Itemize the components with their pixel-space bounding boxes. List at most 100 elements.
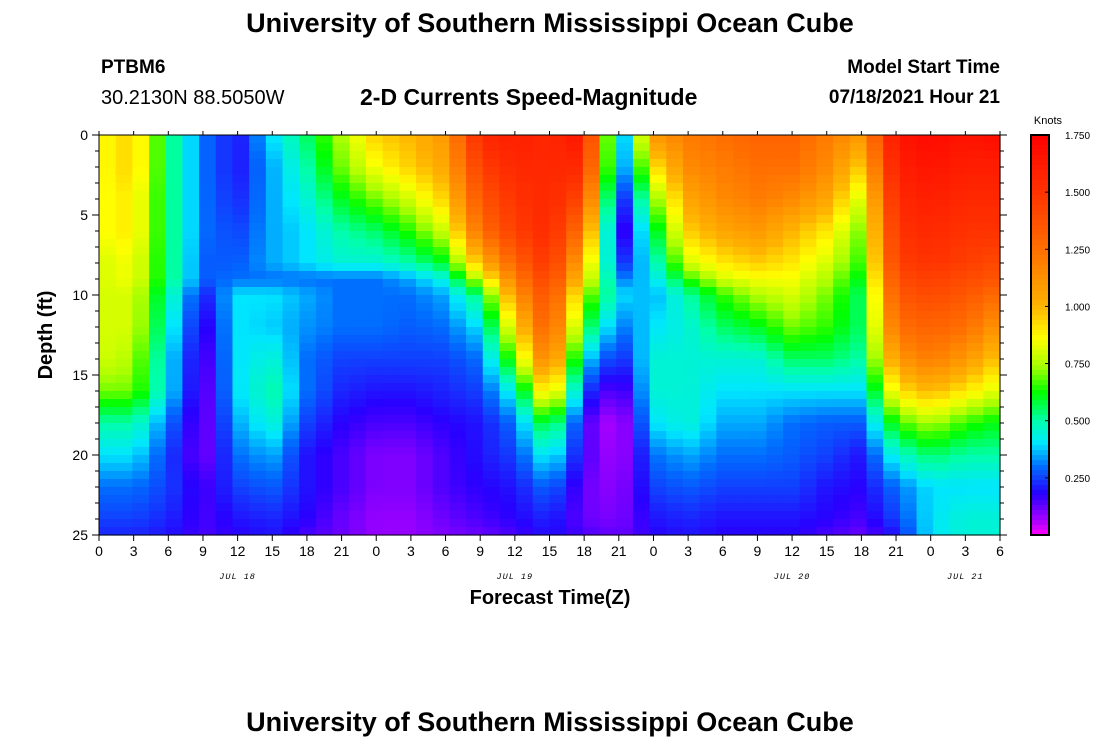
x-tick-label: 18 [299, 543, 315, 559]
heatmap-cell [349, 391, 367, 400]
heatmap-cell [616, 519, 634, 528]
x-date-label: JUL 20 [774, 572, 811, 582]
heatmap-cell [449, 327, 467, 336]
heatmap-cell [466, 135, 484, 144]
heatmap-cell [215, 287, 234, 296]
heatmap-cell [149, 167, 167, 176]
heatmap-cell [499, 511, 517, 520]
heatmap-cell [182, 263, 200, 272]
heatmap-cell [432, 255, 450, 264]
heatmap-cell [215, 471, 234, 480]
heatmap-cell [666, 255, 684, 264]
heatmap-cell [833, 439, 851, 448]
heatmap-cell [115, 423, 133, 432]
heatmap-cell [399, 527, 417, 536]
heatmap-cell [699, 439, 717, 448]
heatmap-cell [666, 407, 684, 416]
heatmap-cell [549, 519, 567, 528]
heatmap-cell [466, 335, 484, 344]
heatmap-cell [866, 527, 884, 536]
colorbar-segment [1031, 275, 1049, 281]
heatmap-cell [699, 143, 717, 152]
heatmap-cell [616, 471, 634, 480]
heatmap-cell [549, 183, 567, 192]
heatmap-cell [466, 215, 484, 224]
heatmap-cell [466, 255, 484, 264]
heatmap-cell [649, 423, 667, 432]
heatmap-cell [966, 223, 984, 232]
heatmap-cell [149, 247, 167, 256]
heatmap-cell [149, 503, 167, 512]
heatmap-cell [165, 511, 184, 520]
heatmap-cell [833, 511, 851, 520]
heatmap-cell [199, 511, 217, 520]
heatmap-cell [532, 279, 551, 288]
heatmap-cell [682, 199, 701, 208]
heatmap-cell [265, 479, 284, 488]
heatmap-cell [349, 335, 367, 344]
heatmap-cell [199, 431, 217, 440]
heatmap-cell [899, 207, 918, 216]
heatmap-cell [816, 495, 834, 504]
heatmap-cell [649, 487, 667, 496]
heatmap-cell [315, 527, 334, 536]
heatmap-cell [749, 311, 768, 320]
heatmap-cell [232, 231, 250, 240]
heatmap-cell [616, 495, 634, 504]
heatmap-cell [899, 231, 918, 240]
heatmap-cell [599, 391, 617, 400]
heatmap-cell [516, 431, 534, 440]
colorbar-segment [1031, 225, 1049, 231]
heatmap-cell [149, 495, 167, 504]
heatmap-cell [349, 255, 367, 264]
heatmap-cell [249, 503, 267, 512]
heatmap-cell [416, 263, 434, 272]
heatmap-cell [516, 343, 534, 352]
heatmap-cell [199, 415, 217, 424]
heatmap-cell [783, 343, 801, 352]
heatmap-cell [165, 359, 184, 368]
heatmap-cell [99, 343, 117, 352]
heatmap-cell [632, 159, 651, 168]
heatmap-cell [149, 383, 167, 392]
heatmap-cell [349, 375, 367, 384]
heatmap-cell [766, 207, 784, 216]
heatmap-cell [749, 487, 768, 496]
heatmap-cell [833, 287, 851, 296]
heatmap-cell [816, 183, 834, 192]
heatmap-cell [399, 399, 417, 408]
heatmap-cell [799, 391, 818, 400]
heatmap-cell [682, 375, 701, 384]
heatmap-cell [416, 439, 434, 448]
heatmap-cell [833, 343, 851, 352]
heatmap-cell [866, 279, 884, 288]
heatmap-cell [315, 463, 334, 472]
heatmap-cell [265, 215, 284, 224]
heatmap-cell [899, 183, 918, 192]
heatmap-cell [916, 287, 934, 296]
heatmap-cell [699, 399, 717, 408]
heatmap-cell [749, 199, 768, 208]
heatmap-cell [365, 375, 384, 384]
heatmap-cell [783, 455, 801, 464]
heatmap-cell [966, 191, 984, 200]
heatmap-cell [582, 471, 601, 480]
colorbar-segment [1031, 170, 1049, 176]
heatmap-cell [399, 407, 417, 416]
heatmap-cell [682, 151, 701, 160]
heatmap-cell [482, 175, 501, 184]
heatmap-cell [766, 159, 784, 168]
heatmap-cell [532, 479, 551, 488]
heatmap-cell [516, 143, 534, 152]
heatmap-cell [332, 247, 350, 256]
heatmap-cell [549, 151, 567, 160]
heatmap-cell [416, 383, 434, 392]
heatmap-cell [966, 439, 984, 448]
heatmap-cell [649, 415, 667, 424]
heatmap-cell [416, 215, 434, 224]
heatmap-cell [499, 287, 517, 296]
heatmap-cell [349, 287, 367, 296]
heatmap-cell [649, 271, 667, 280]
heatmap-cell [365, 423, 384, 432]
heatmap-cell [582, 279, 601, 288]
